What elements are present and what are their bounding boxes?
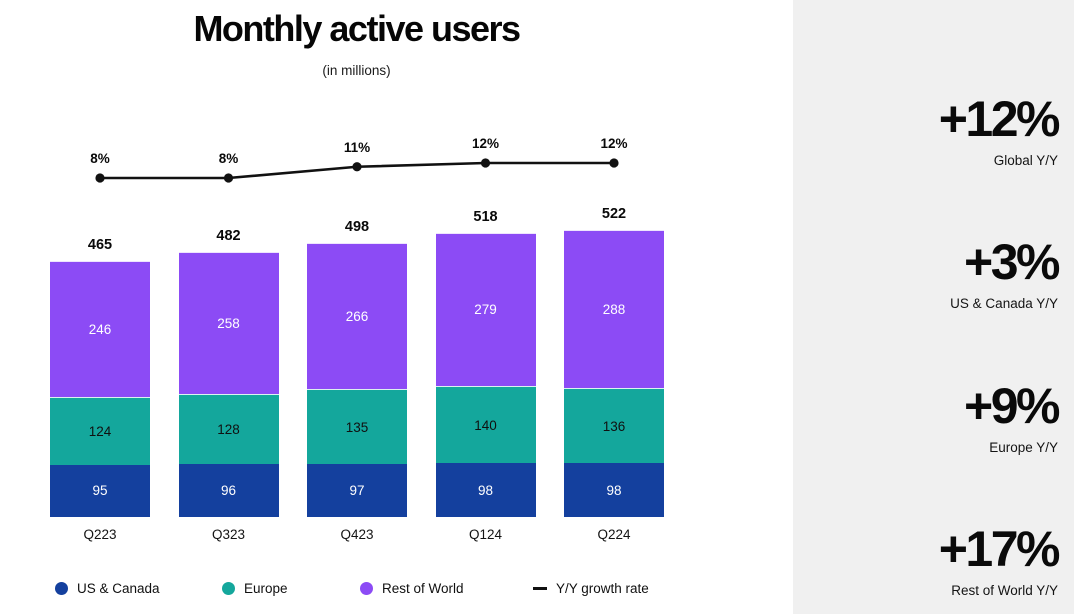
bar-value-label: 97: [349, 482, 365, 498]
stat-us-canada-yy: +3% US & Canada Y/Y: [950, 234, 1060, 311]
bar-value-label: 98: [606, 482, 622, 498]
legend-item-rest-of-world: Rest of World: [360, 581, 464, 596]
bar-segment-europe: 135: [307, 389, 407, 464]
stat-value: +17%: [938, 521, 1061, 577]
bar-value-label: 128: [217, 421, 240, 437]
bar-segment-europe: 136: [564, 388, 664, 464]
x-axis-label: Q124: [468, 527, 503, 542]
growth-rate-label: 11%: [343, 139, 371, 155]
bar-segment-rest-of-world: 279: [435, 232, 536, 387]
europe-legend-dot-icon: [222, 582, 235, 595]
stat-europe-yy: +9% Europe Y/Y: [964, 378, 1060, 455]
bar-total-label: 482: [216, 227, 241, 244]
bar-value-label: 98: [477, 482, 494, 498]
x-axis-label: Q423: [340, 527, 374, 542]
bar-group-q423: 97 135 266 498 Q423 11%: [307, 0, 407, 614]
chart-panel: Monthly active users (in millions) 95 124…: [0, 0, 713, 614]
growth-rate-label: 8%: [90, 151, 110, 166]
stat-global-yy: +12% Global Y/Y: [938, 91, 1061, 168]
stat-rest-of-world-yy: +17% Rest of World Y/Y: [938, 521, 1061, 598]
bar-value-label: 124: [88, 423, 112, 439]
bar-total-label: 465: [87, 237, 113, 254]
stat-value: +3%: [964, 234, 1060, 290]
stat-label: Europe Y/Y: [989, 440, 1058, 455]
bar-total-label: 522: [601, 205, 627, 222]
legend-item-europe: Europe: [222, 581, 288, 596]
bar-group-q224: 98 136 288 522 Q224 12%: [564, 0, 664, 614]
legend-item-growth-rate: Y/Y growth rate: [533, 581, 649, 596]
bar-total-label: 518: [473, 208, 498, 225]
chart-legend: US & Canada Europe Rest of World Y/Y growth…: [0, 581, 713, 599]
growth-rate-label: 12%: [471, 136, 500, 151]
bar-segment-us-canada: 96: [178, 464, 279, 517]
bar-total-label: 498: [344, 219, 370, 236]
bar-segment-us-canada: 98: [435, 463, 536, 517]
stat-label: Rest of World Y/Y: [951, 583, 1058, 598]
bar-value-label: 279: [474, 302, 497, 318]
bar-segment-rest-of-world: 258: [178, 251, 279, 394]
bar-value-label: 136: [602, 418, 626, 434]
bar-value-label: 140: [474, 417, 497, 433]
growth-rate-label: 12%: [600, 136, 628, 151]
rest-of-world-legend-dot-icon: [360, 582, 373, 595]
chart-subtitle: (in millions): [322, 63, 391, 78]
bar-value-label: 246: [88, 321, 112, 337]
bar-segment-europe: 140: [435, 386, 536, 464]
bar-value-label: 288: [602, 302, 626, 318]
bar-segment-us-canada: 95: [50, 464, 150, 517]
stat-value: +12%: [938, 91, 1061, 147]
growth-rate-dash-icon: [533, 587, 547, 590]
legend-label: Rest of World: [382, 581, 464, 596]
bar-segment-us-canada: 97: [307, 463, 407, 517]
bar-group-q124: 98 140 279 518 Q124 12%: [435, 0, 536, 614]
legend-label: Y/Y growth rate: [556, 581, 649, 596]
bar-segment-europe: 128: [178, 393, 279, 465]
stats-sidebar: +12% Global Y/Y +3% US & Canada Y/Y +9% …: [793, 0, 1074, 614]
bar-segment-rest-of-world: 288: [564, 229, 664, 389]
bar-value-label: 135: [345, 419, 369, 435]
x-axis-label: Q224: [597, 527, 631, 542]
legend-label: Europe: [244, 581, 288, 596]
bar-value-label: 95: [92, 483, 108, 499]
bar-segment-rest-of-world: 246: [50, 261, 150, 397]
us-canada-legend-dot-icon: [55, 582, 68, 595]
stat-value: +9%: [964, 378, 1060, 434]
bar-segment-us-canada: 98: [564, 463, 664, 517]
bar-group-q223: 95 124 246 465 Q223 8%: [50, 0, 150, 614]
x-axis-label: Q323: [211, 527, 246, 542]
bar-value-label: 266: [345, 309, 369, 325]
chart-title: Monthly active users: [193, 8, 521, 49]
bar-segment-europe: 124: [50, 396, 150, 465]
bar-value-label: 96: [220, 483, 237, 499]
legend-label: US & Canada: [77, 581, 160, 596]
bar-group-q323: 96 128 258 482 Q323 8%: [178, 0, 279, 614]
stat-label: US & Canada Y/Y: [950, 296, 1058, 311]
stat-label: Global Y/Y: [993, 153, 1058, 168]
legend-item-us-canada: US & Canada: [55, 581, 160, 596]
x-axis-label: Q223: [83, 527, 117, 542]
bar-value-label: 258: [217, 315, 240, 331]
plot-area: Monthly active users (in millions) 95 124…: [50, 0, 664, 614]
growth-rate-label: 8%: [218, 151, 239, 166]
bar-segment-rest-of-world: 266: [307, 243, 407, 390]
